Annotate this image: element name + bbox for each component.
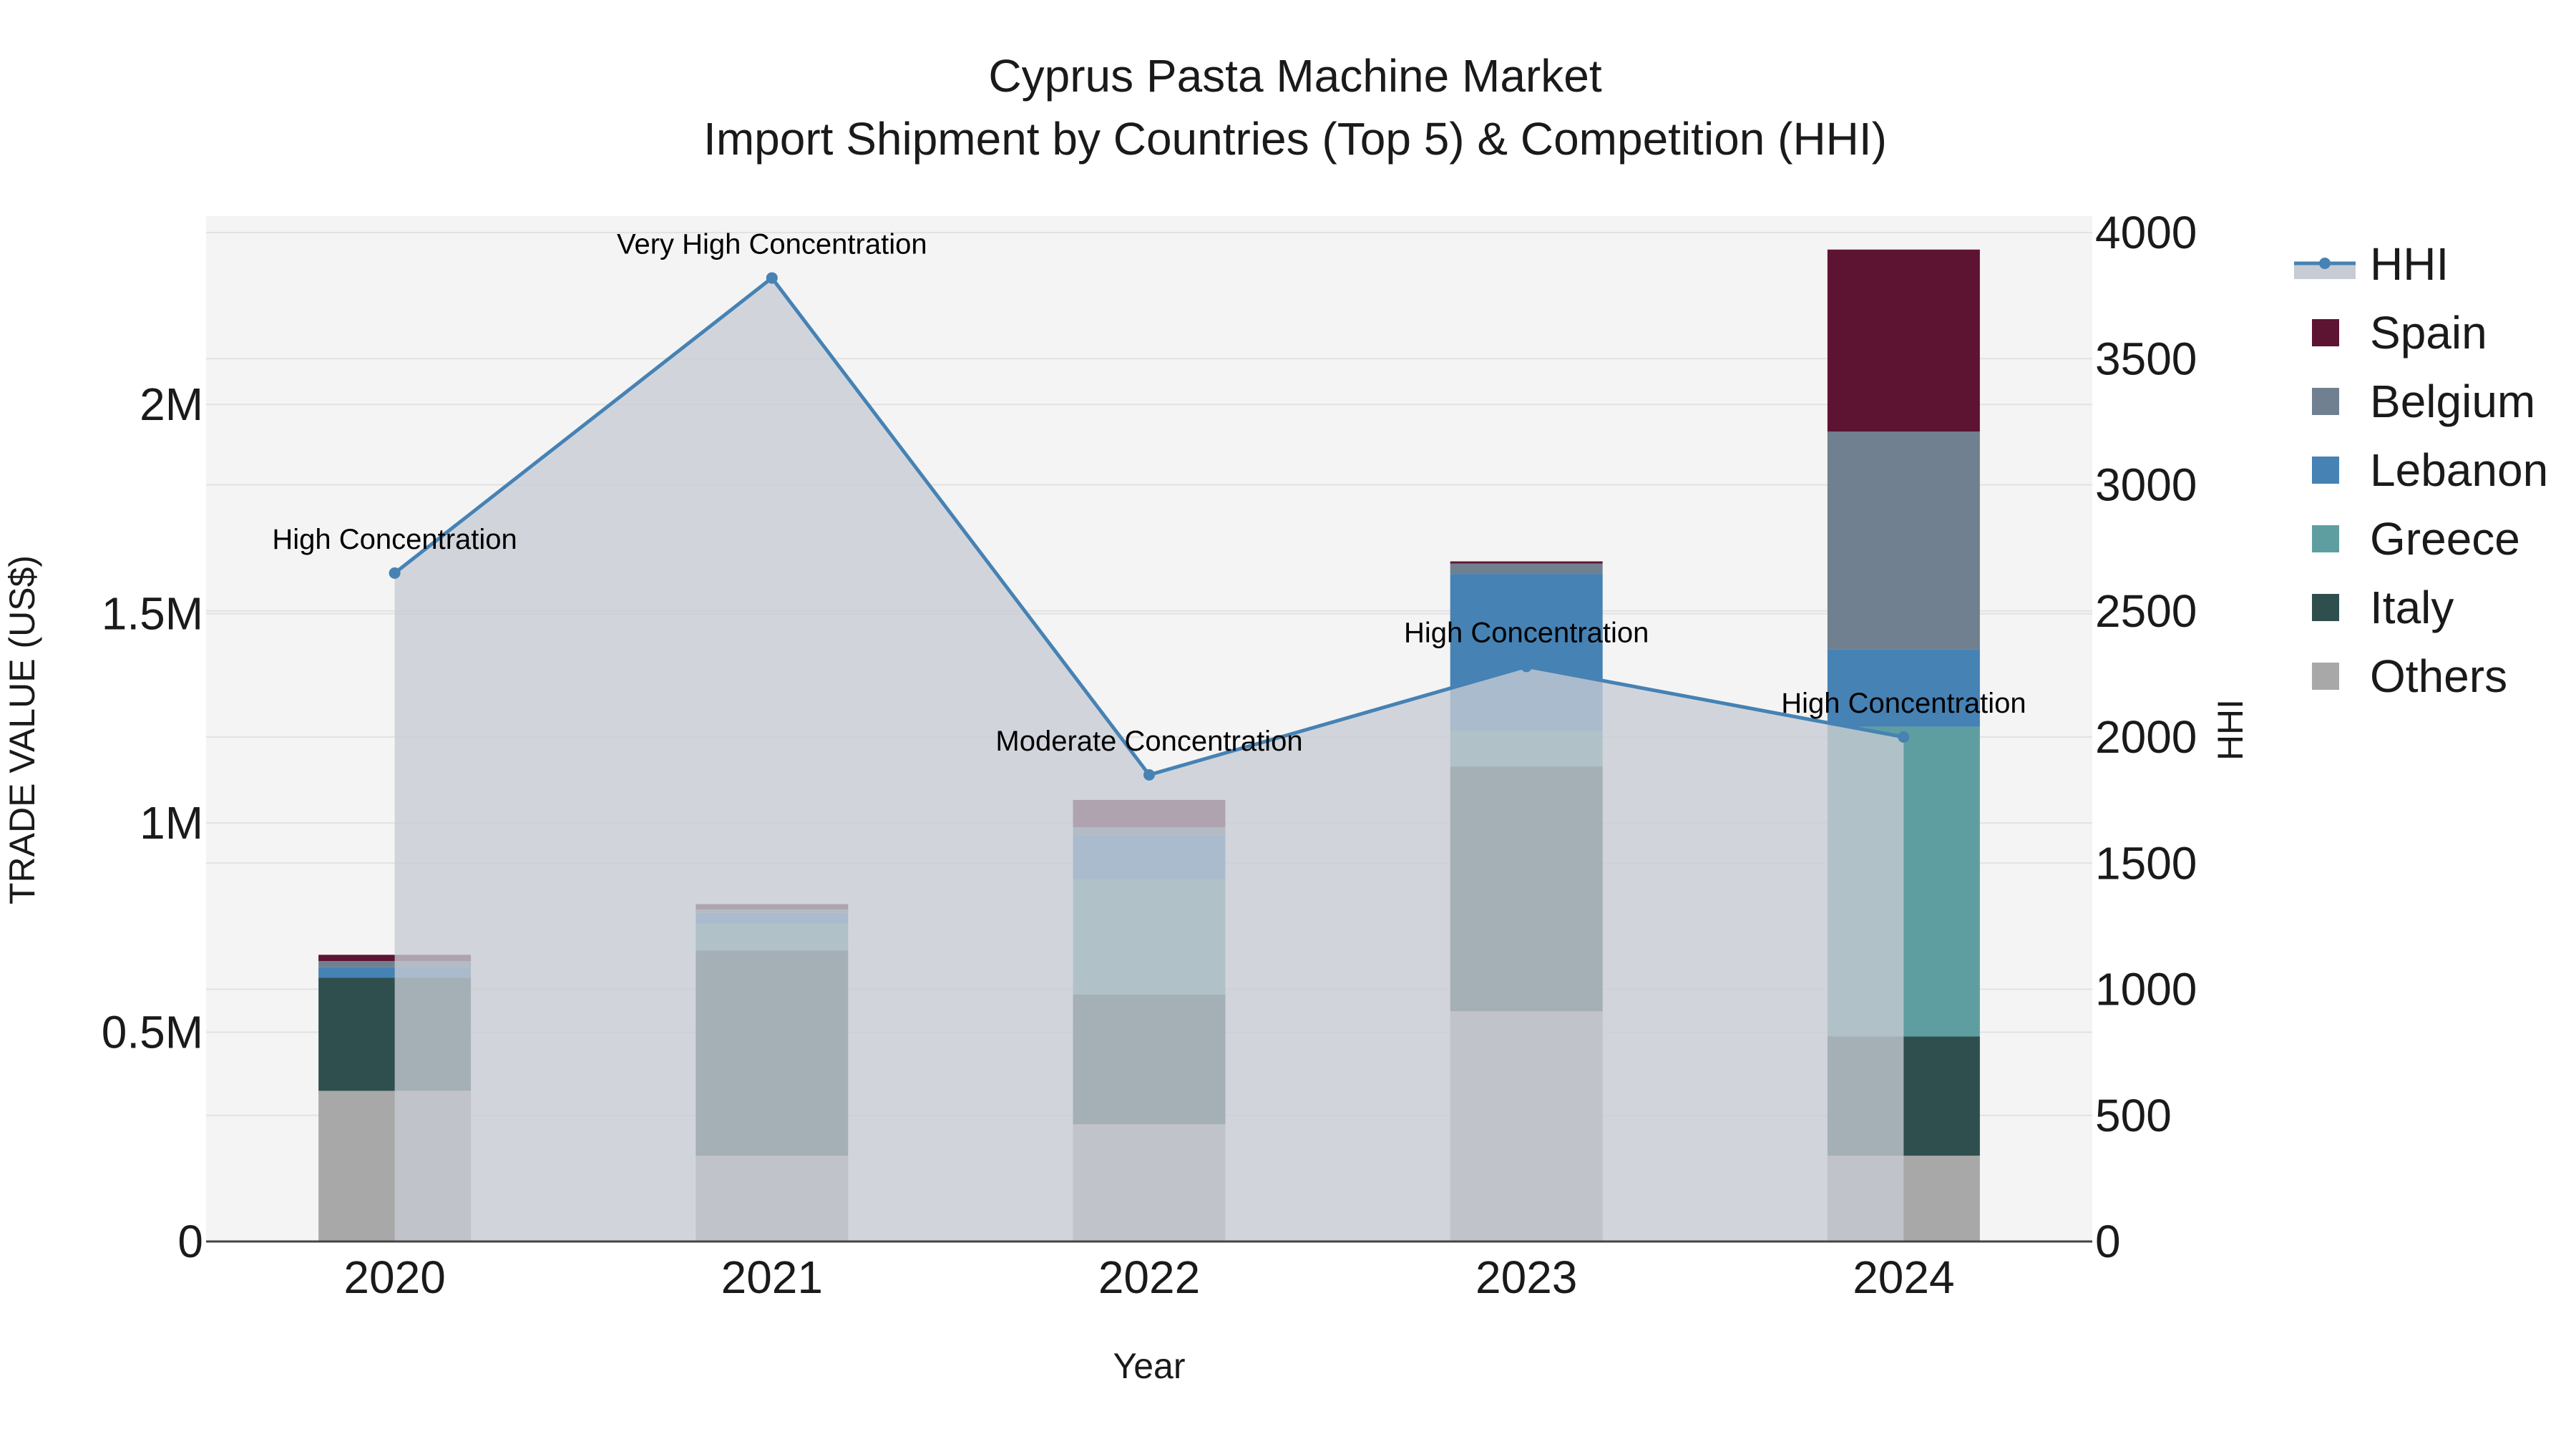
hhi-annotation-2022: Moderate Concentration [995,726,1302,757]
bar-segment-lebanon-2024 [1827,649,1980,727]
bar-segment-belgium-2023 [1450,563,1603,575]
hhi-annotation-2021: Very High Concentration [617,228,927,260]
hhi-marker-2023 [1521,660,1533,673]
hhi-marker-2024 [1898,731,1910,743]
y-axis-title: TRADE VALUE (US$) [2,555,42,904]
legend-swatch-greece [2312,525,2339,552]
y2-tick-label: 1000 [2095,964,2197,1015]
legend-swatch-italy [2312,594,2339,621]
y2-tick-label: 2500 [2095,585,2197,637]
legend-swatch-belgium [2312,388,2339,415]
legend-hhi-swatch-fill [2294,263,2356,279]
hhi-annotation-2023: High Concentration [1404,617,1649,648]
x-axis-title: Year [1113,1346,1185,1386]
chart-title: Cyprus Pasta Machine Market [988,50,1601,102]
legend-hhi-swatch-marker [2319,258,2331,269]
legend-label-belgium: Belgium [2370,376,2535,427]
y-tick-label: 1M [140,797,203,849]
bar-segment-spain-2023 [1450,561,1603,564]
legend-swatch-lebanon [2312,457,2339,484]
hhi-layer: High Concentration Very High Concentratio… [272,228,2026,1242]
y2-tick-label: 4000 [2095,207,2197,258]
x-tick-label: 2020 [343,1252,445,1303]
legend: HHI Spain Belgium Lebanon Greece Italy Others [2294,238,2548,702]
legend-swatch-others [2312,663,2339,690]
y-tick-label: 0 [177,1216,203,1267]
bar-segment-spain-2024 [1827,249,1980,432]
x-tick-label: 2022 [1098,1252,1200,1303]
legend-label-lebanon: Lebanon [2370,444,2548,496]
legend-label-spain: Spain [2370,307,2487,358]
y2-tick-label: 500 [2095,1090,2172,1141]
hhi-marker-2020 [389,567,401,579]
x-tick-label: 2024 [1853,1252,1954,1303]
legend-label-others: Others [2370,650,2507,702]
x-tick-label: 2021 [721,1252,823,1303]
y-axis-ticks: 0 0.5M 1M 1.5M 2M [102,379,203,1267]
y2-tick-label: 1500 [2095,837,2197,889]
y2-tick-label: 0 [2095,1216,2121,1267]
hhi-annotation-2024: High Concentration [1781,688,2026,719]
hhi-area [394,278,1904,1242]
y2-axis-ticks: 0 500 1000 1500 2000 2500 3000 3500 4000 [2095,207,2197,1267]
hhi-marker-2021 [766,272,778,284]
y-tick-label: 1.5M [102,588,203,640]
legend-swatch-spain [2312,319,2339,346]
y-tick-label: 0.5M [102,1007,203,1058]
x-tick-label: 2023 [1475,1252,1577,1303]
chart-subtitle: Import Shipment by Countries (Top 5) & C… [703,113,1887,165]
y2-axis-title: HHI [2210,699,2250,761]
legend-label-greece: Greece [2370,513,2520,565]
y2-tick-label: 2000 [2095,711,2197,763]
y2-tick-label: 3500 [2095,333,2197,384]
hhi-annotation-2020: High Concentration [272,524,517,555]
hhi-marker-2022 [1143,769,1155,781]
legend-label-hhi: HHI [2370,238,2449,290]
x-axis-ticks: 2020 2021 2022 2023 2024 [343,1252,1954,1303]
y-tick-label: 2M [140,379,203,430]
bar-segment-belgium-2024 [1827,431,1980,650]
y2-tick-label: 3000 [2095,459,2197,511]
legend-label-italy: Italy [2370,582,2454,633]
